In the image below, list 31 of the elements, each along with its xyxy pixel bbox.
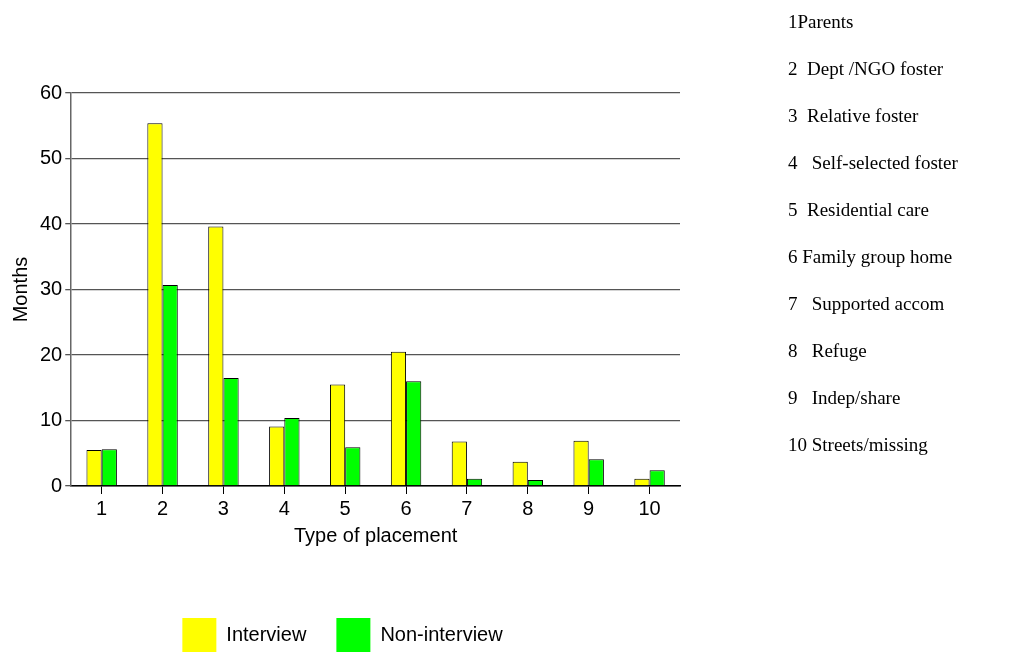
x-tick-label: 4 — [278, 496, 290, 519]
text: 5 Residential care — [788, 198, 930, 222]
text: 2 Dept /NGO foster — [788, 57, 945, 81]
y-tick-label: 30 — [40, 277, 63, 300]
x-tick-label: 5 — [339, 496, 351, 519]
text: 7 Supported accom — [788, 292, 946, 316]
text: 1Parents — [788, 10, 855, 34]
y-tick-label: 10 — [40, 408, 63, 431]
x-tick-label: 6 — [400, 496, 412, 519]
x-tick-label: 1 — [96, 496, 108, 519]
legend-label: Non-interview — [380, 622, 504, 645]
text: 8 Refuge — [788, 339, 868, 363]
text: 4 Self-selected foster — [788, 151, 959, 175]
x-tick-label: 2 — [157, 496, 169, 519]
y-tick-label: 0 — [51, 473, 63, 496]
y-tick-label: 20 — [40, 342, 63, 365]
y-tick-label: 40 — [40, 211, 63, 234]
legend-label: Interview — [226, 622, 307, 645]
text: 9 Indep/share — [788, 386, 902, 410]
x-tick-label: 3 — [217, 496, 229, 519]
x-tick-label: 8 — [522, 496, 534, 519]
x-tick-label: 10 — [638, 496, 661, 519]
text: 6 Family group home — [788, 245, 954, 269]
y-tick-label: 50 — [40, 146, 63, 169]
x-tick-label: 7 — [461, 496, 473, 519]
x-axis-title: Type of placement — [293, 523, 458, 546]
text: 10 Streets/missing — [788, 433, 929, 457]
y-axis-title: Months — [8, 256, 31, 323]
x-tick-label: 9 — [583, 496, 595, 519]
y-tick-label: 60 — [40, 80, 63, 103]
text: 3 Relative foster — [788, 104, 920, 128]
